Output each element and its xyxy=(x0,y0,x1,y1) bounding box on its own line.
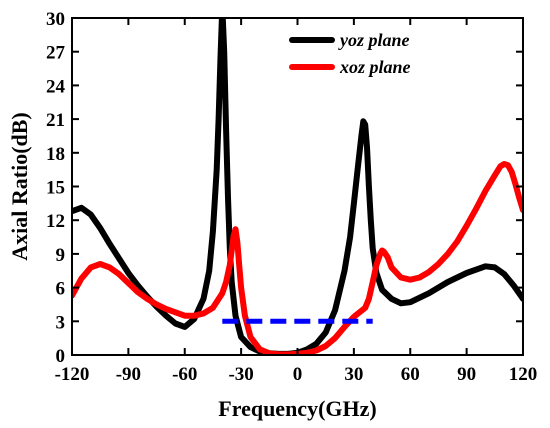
x-tick-label: -120 xyxy=(55,364,90,385)
y-tick-label: 24 xyxy=(46,76,66,97)
series-layer xyxy=(72,18,523,355)
y-tick-label: 9 xyxy=(56,245,66,266)
legend-label: xoz plane xyxy=(339,57,411,77)
y-tick-label: 0 xyxy=(56,346,66,367)
series-line-xoz-plane xyxy=(72,161,523,355)
legend-label: yoz plane xyxy=(338,30,410,50)
x-tick-label: -60 xyxy=(172,364,197,385)
x-tick-label: 0 xyxy=(293,364,303,385)
y-axis-title: Axial Ratio(dB) xyxy=(7,112,32,261)
x-tick-label: 90 xyxy=(457,364,476,385)
legend: yoz plane xoz plane xyxy=(289,30,411,77)
y-tick-label: 18 xyxy=(46,144,65,165)
y-tick-label: 12 xyxy=(46,211,65,232)
y-tick-label: 6 xyxy=(56,279,66,300)
y-tick-label: 30 xyxy=(46,9,65,30)
x-tick-label: 120 xyxy=(509,364,538,385)
x-tick-label: -90 xyxy=(116,364,141,385)
series-line-yoz-plane xyxy=(72,18,523,355)
y-tick-label: 21 xyxy=(46,110,65,131)
axis-layer: -120 -90 -60 -30 0 30 60 90 120 0 3 6 9 12 15 18 21 24 27 3… xyxy=(46,9,537,385)
x-tick-label: 30 xyxy=(344,364,363,385)
x-tick-label: -30 xyxy=(228,364,253,385)
y-tick-label: 27 xyxy=(46,43,66,64)
y-tick-label: 3 xyxy=(56,312,66,333)
y-tick-label: 15 xyxy=(46,178,65,199)
x-axis-title: Frequency(GHz) xyxy=(218,396,376,421)
x-tick-label: 60 xyxy=(401,364,420,385)
